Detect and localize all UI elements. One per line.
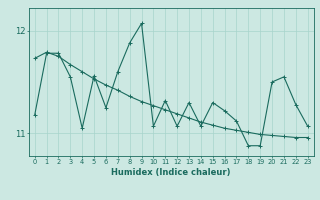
X-axis label: Humidex (Indice chaleur): Humidex (Indice chaleur) [111, 168, 231, 177]
